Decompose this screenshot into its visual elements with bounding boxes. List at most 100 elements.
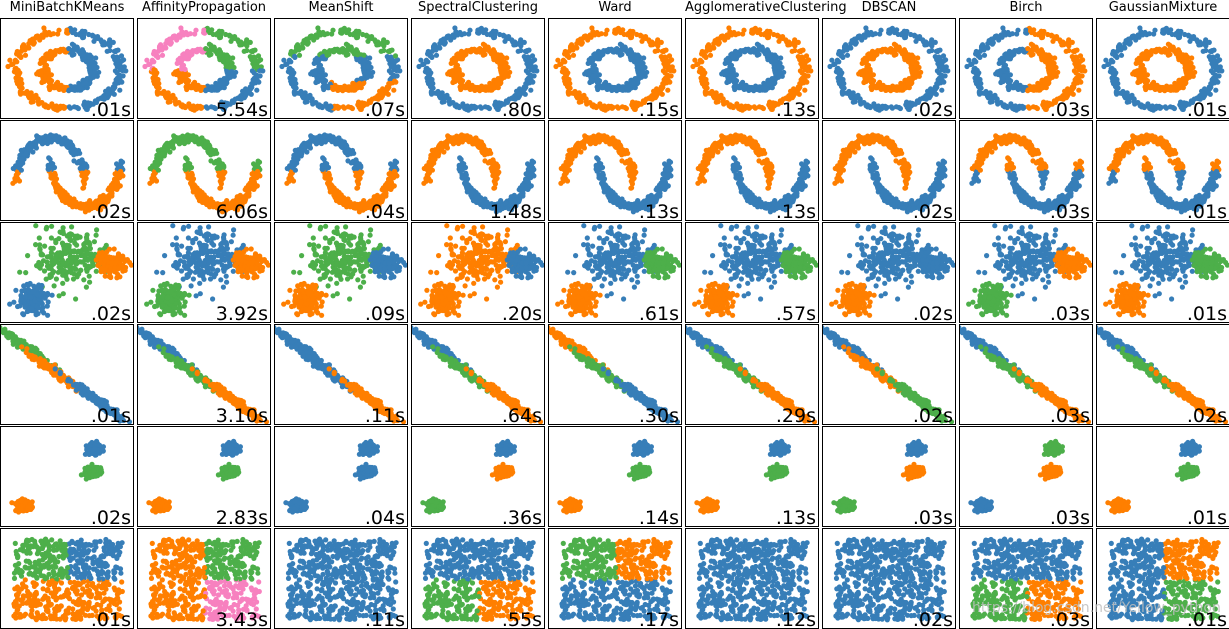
data-point bbox=[193, 86, 199, 92]
data-point bbox=[1141, 54, 1148, 60]
data-point bbox=[477, 104, 483, 110]
data-point bbox=[888, 87, 894, 93]
data-point bbox=[7, 57, 13, 63]
data-point bbox=[493, 104, 499, 110]
data-point bbox=[566, 77, 572, 83]
data-point bbox=[619, 104, 625, 110]
data-point bbox=[206, 50, 213, 56]
data-point bbox=[594, 84, 600, 90]
data-point bbox=[857, 99, 863, 105]
data-point bbox=[1078, 73, 1084, 79]
data-point bbox=[467, 27, 473, 33]
data-point bbox=[71, 87, 77, 93]
data-point bbox=[33, 33, 40, 39]
data-point bbox=[241, 48, 247, 54]
data-point bbox=[155, 77, 161, 83]
data-point bbox=[296, 52, 303, 58]
data-point bbox=[800, 47, 806, 53]
data-point bbox=[754, 50, 761, 56]
data-point bbox=[1008, 49, 1014, 55]
data-point bbox=[936, 64, 942, 70]
data-point bbox=[1185, 101, 1191, 107]
data-point bbox=[1073, 70, 1079, 76]
data-point bbox=[840, 91, 846, 97]
data-point bbox=[460, 49, 466, 55]
data-point bbox=[229, 69, 235, 75]
data-point bbox=[1062, 88, 1068, 94]
data-point bbox=[1149, 103, 1155, 109]
data-point bbox=[868, 84, 874, 90]
data-point bbox=[628, 57, 634, 63]
data-point bbox=[299, 93, 306, 99]
data-point bbox=[218, 52, 224, 58]
data-point bbox=[168, 93, 174, 99]
data-point bbox=[1199, 88, 1205, 94]
data-point bbox=[941, 73, 947, 79]
data-point bbox=[182, 54, 189, 60]
data-point bbox=[208, 87, 214, 93]
data-point bbox=[583, 99, 589, 105]
scatter-plot bbox=[827, 25, 951, 113]
data-point bbox=[915, 55, 921, 61]
algorithm-title-1: AffinityPropagation bbox=[137, 0, 271, 17]
data-point bbox=[330, 27, 336, 33]
data-point bbox=[1054, 34, 1060, 40]
data-point bbox=[1110, 78, 1116, 84]
data-point bbox=[867, 66, 873, 72]
data-point bbox=[377, 88, 383, 94]
data-point bbox=[852, 99, 858, 105]
data-point bbox=[846, 88, 852, 95]
data-point bbox=[608, 103, 614, 109]
data-point bbox=[175, 71, 181, 77]
data-point bbox=[523, 81, 529, 87]
data-point bbox=[867, 54, 874, 60]
data-point bbox=[834, 57, 840, 63]
data-point bbox=[98, 37, 104, 43]
data-point bbox=[208, 104, 214, 110]
data-point bbox=[77, 32, 83, 38]
data-point bbox=[1126, 99, 1132, 105]
data-point bbox=[776, 38, 782, 44]
data-point bbox=[366, 69, 372, 75]
algorithm-title-6: DBSCAN bbox=[822, 0, 956, 17]
data-point bbox=[456, 104, 462, 111]
data-point bbox=[1025, 46, 1031, 52]
data-point bbox=[1076, 87, 1082, 93]
data-point bbox=[1162, 104, 1168, 110]
data-point bbox=[703, 77, 709, 83]
data-point bbox=[114, 161, 120, 167]
data-point bbox=[378, 48, 384, 54]
data-point bbox=[467, 86, 473, 92]
runtime-label: .03s bbox=[1050, 99, 1090, 118]
data-point bbox=[66, 104, 72, 110]
data-point bbox=[388, 70, 394, 76]
data-point bbox=[699, 78, 705, 84]
data-point bbox=[502, 63, 508, 69]
data-point bbox=[566, 91, 572, 97]
data-point bbox=[530, 58, 536, 64]
data-point bbox=[767, 104, 773, 110]
data-point bbox=[183, 80, 190, 86]
data-point bbox=[789, 48, 795, 54]
data-point bbox=[1050, 38, 1056, 44]
data-point bbox=[639, 73, 645, 79]
data-point bbox=[323, 101, 329, 107]
data-point bbox=[235, 37, 241, 43]
data-point bbox=[617, 50, 624, 56]
data-point bbox=[886, 30, 892, 36]
data-point bbox=[163, 41, 169, 47]
data-point bbox=[796, 86, 802, 92]
data-point bbox=[1015, 86, 1021, 92]
data-point bbox=[867, 104, 873, 111]
data-point bbox=[238, 41, 244, 48]
data-point bbox=[637, 101, 643, 107]
data-point bbox=[381, 37, 387, 43]
data-point bbox=[182, 104, 188, 111]
data-point bbox=[442, 40, 448, 46]
data-point bbox=[63, 195, 69, 201]
data-point bbox=[334, 103, 340, 109]
data-point bbox=[162, 93, 169, 99]
data-point bbox=[641, 55, 647, 61]
data-point bbox=[186, 101, 192, 107]
data-point bbox=[1171, 105, 1177, 112]
